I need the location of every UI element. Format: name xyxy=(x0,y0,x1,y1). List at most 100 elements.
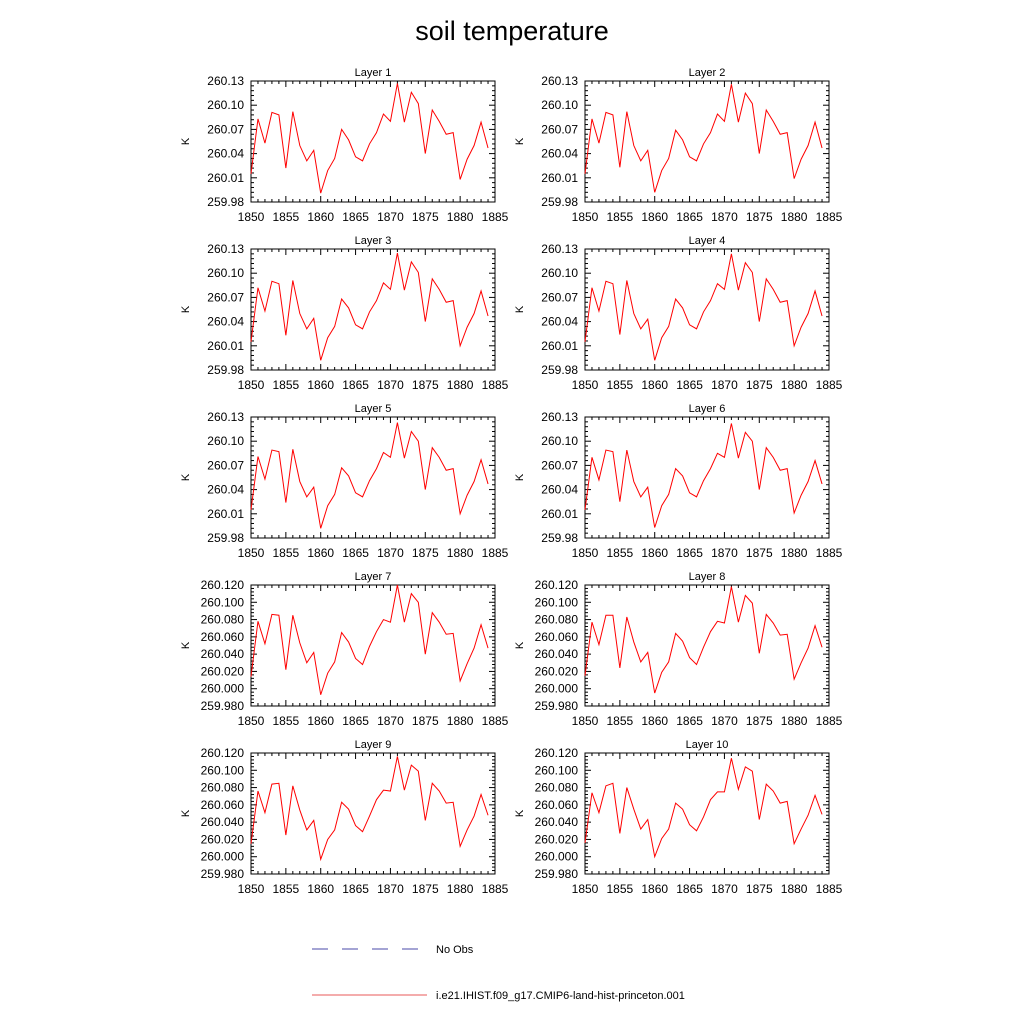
y-axis-label: K xyxy=(514,473,526,481)
x-tick-label: 1865 xyxy=(342,714,369,728)
y-tick-label: 260.000 xyxy=(535,850,579,864)
y-tick-label: 260.13 xyxy=(541,74,578,88)
panel-layer-9: 1850 1855 1860 1865 1870 1875 1880 1885 259.980 2… xyxy=(180,739,509,896)
panel-layer-6: 1850 1855 1860 1865 1870 1875 1880 1885 259.98 26… xyxy=(514,403,843,560)
x-tick-label: 1870 xyxy=(711,714,738,728)
x-tick-label: 1850 xyxy=(238,882,265,896)
y-tick-label: 260.120 xyxy=(201,578,245,592)
series-line xyxy=(250,756,489,862)
plot-frame xyxy=(584,80,830,203)
y-tick-label: 260.04 xyxy=(541,147,578,161)
y-tick-label: 260.080 xyxy=(201,613,245,627)
x-tick-label: 1885 xyxy=(816,714,843,728)
x-tick-label: 1860 xyxy=(641,546,668,560)
y-axis-label: K xyxy=(180,305,192,313)
x-tick-label: 1865 xyxy=(676,210,703,224)
panel-title: Layer 4 xyxy=(689,235,726,247)
y-tick-label: 260.120 xyxy=(535,578,579,592)
y-tick-label: 260.000 xyxy=(201,682,245,696)
y-tick-label: 260.07 xyxy=(207,122,244,136)
x-tick-label: 1880 xyxy=(447,714,474,728)
x-tick-label: 1875 xyxy=(412,882,439,896)
panel-title: Layer 9 xyxy=(355,739,392,751)
x-tick-label: 1860 xyxy=(307,378,334,392)
x-tick-label: 1875 xyxy=(746,714,773,728)
x-tick-label: 1880 xyxy=(781,210,808,224)
y-axis-label: K xyxy=(514,305,526,313)
y-tick-label: 260.10 xyxy=(207,98,244,112)
legend: No Obs i.e21.IHIST.f09_g17.CMIP6-land-hi… xyxy=(312,944,685,1002)
series-line xyxy=(250,584,489,695)
y-tick-label: 260.060 xyxy=(535,798,579,812)
x-tick-label: 1870 xyxy=(377,210,404,224)
x-tick-label: 1865 xyxy=(676,546,703,560)
x-tick-label: 1870 xyxy=(377,882,404,896)
legend-label-no-obs: No Obs xyxy=(436,944,474,956)
y-tick-label: 260.01 xyxy=(541,171,578,185)
x-tick-label: 1865 xyxy=(676,714,703,728)
plot-frame xyxy=(250,416,496,539)
legend-label-model: i.e21.IHIST.f09_g17.CMIP6-land-hist-prin… xyxy=(436,990,685,1002)
plot-frame xyxy=(584,248,830,371)
y-tick-label: 259.98 xyxy=(207,531,244,545)
x-tick-label: 1865 xyxy=(676,882,703,896)
x-tick-label: 1850 xyxy=(572,210,599,224)
x-tick-label: 1885 xyxy=(816,546,843,560)
y-tick-label: 260.100 xyxy=(201,595,245,609)
x-tick-label: 1850 xyxy=(238,378,265,392)
x-tick-label: 1885 xyxy=(482,882,509,896)
x-tick-label: 1855 xyxy=(273,714,300,728)
panel-layer-3: 1850 1855 1860 1865 1870 1875 1880 1885 259.98 26… xyxy=(180,235,509,392)
y-tick-label: 259.98 xyxy=(207,195,244,209)
x-tick-label: 1880 xyxy=(447,882,474,896)
x-tick-label: 1870 xyxy=(711,882,738,896)
y-tick-label: 260.020 xyxy=(201,664,245,678)
y-tick-label: 260.01 xyxy=(541,339,578,353)
y-tick-label: 259.980 xyxy=(535,699,579,713)
x-tick-label: 1885 xyxy=(482,714,509,728)
x-tick-label: 1860 xyxy=(641,210,668,224)
y-tick-label: 260.040 xyxy=(201,647,245,661)
y-tick-label: 260.060 xyxy=(201,798,245,812)
panel-title: Layer 8 xyxy=(689,571,726,583)
x-tick-label: 1875 xyxy=(746,210,773,224)
x-tick-label: 1870 xyxy=(377,546,404,560)
x-tick-label: 1860 xyxy=(641,882,668,896)
x-tick-label: 1875 xyxy=(746,546,773,560)
y-tick-label: 260.060 xyxy=(535,630,579,644)
y-tick-label: 260.01 xyxy=(207,171,244,185)
x-tick-label: 1850 xyxy=(238,546,265,560)
series-line xyxy=(584,586,823,694)
x-tick-label: 1855 xyxy=(273,378,300,392)
y-tick-label: 260.04 xyxy=(207,315,244,329)
panel-layer-10: 1850 1855 1860 1865 1870 1875 1880 1885 259.980 2… xyxy=(514,739,843,896)
x-tick-label: 1855 xyxy=(273,546,300,560)
x-tick-label: 1885 xyxy=(482,378,509,392)
x-tick-label: 1870 xyxy=(711,378,738,392)
x-tick-label: 1880 xyxy=(781,882,808,896)
y-tick-label: 259.98 xyxy=(541,363,578,377)
y-axis-label: K xyxy=(514,641,526,649)
y-tick-label: 260.020 xyxy=(535,832,579,846)
x-tick-label: 1870 xyxy=(711,210,738,224)
y-tick-label: 260.13 xyxy=(207,242,244,256)
y-tick-label: 260.13 xyxy=(207,74,244,88)
x-tick-label: 1880 xyxy=(447,210,474,224)
y-tick-label: 259.980 xyxy=(201,867,245,881)
x-tick-label: 1885 xyxy=(816,378,843,392)
x-tick-label: 1865 xyxy=(342,546,369,560)
x-tick-label: 1875 xyxy=(412,210,439,224)
x-tick-label: 1850 xyxy=(238,210,265,224)
series-line xyxy=(250,252,489,361)
x-tick-label: 1860 xyxy=(641,714,668,728)
y-axis-label: K xyxy=(180,641,192,649)
plot-frame xyxy=(584,416,830,539)
x-tick-label: 1855 xyxy=(607,546,634,560)
x-tick-label: 1885 xyxy=(816,210,843,224)
x-tick-label: 1885 xyxy=(816,882,843,896)
x-tick-label: 1880 xyxy=(447,378,474,392)
plot-frame xyxy=(250,248,496,371)
panel-title: Layer 10 xyxy=(686,739,729,751)
x-tick-label: 1885 xyxy=(482,546,509,560)
